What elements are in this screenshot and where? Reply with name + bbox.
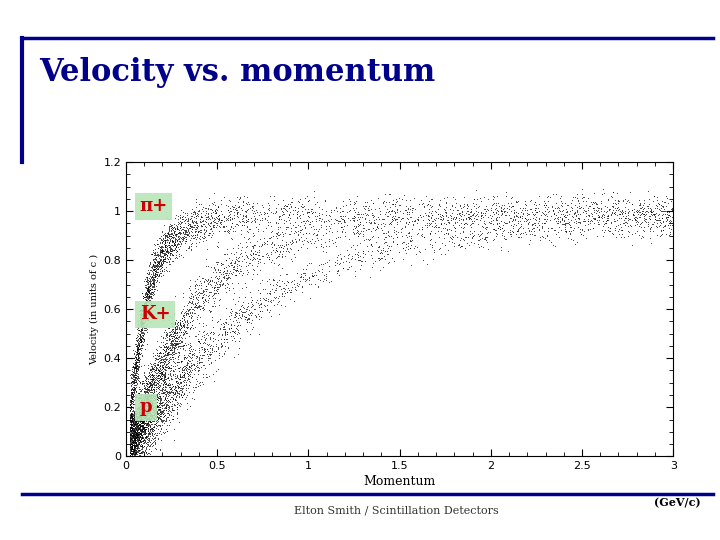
Text: K+: K+ — [140, 305, 171, 323]
X-axis label: Momentum: Momentum — [364, 475, 436, 488]
Text: π+: π+ — [140, 197, 168, 215]
Text: Velocity vs. momentum: Velocity vs. momentum — [40, 57, 436, 87]
Text: Elton Smith / Scintillation Detectors: Elton Smith / Scintillation Detectors — [294, 505, 498, 516]
Text: p: p — [140, 399, 153, 416]
Y-axis label: Velocity (in units of c ): Velocity (in units of c ) — [90, 254, 99, 364]
Text: (GeV/c): (GeV/c) — [654, 497, 701, 508]
